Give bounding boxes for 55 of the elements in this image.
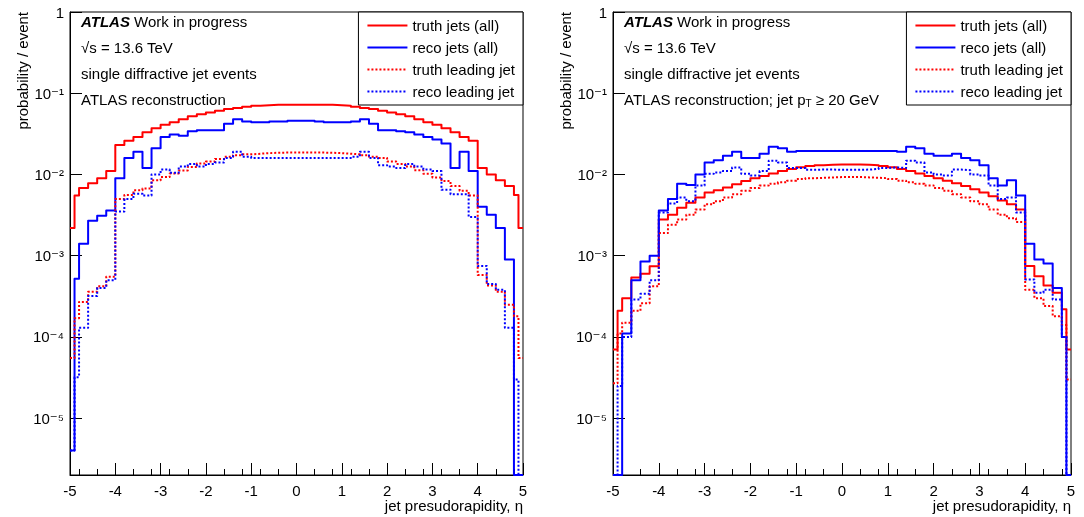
y-tick-label: 10⁻⁵: [576, 409, 607, 427]
x-axis-title: jet presudorapidity, η: [931, 497, 1071, 514]
x-tick-label: 5: [1066, 482, 1076, 499]
y-tick-label: 10⁻⁴: [32, 328, 64, 346]
legend-label: truth jets (all): [412, 17, 500, 34]
x-tick-label: 0: [837, 482, 847, 499]
x-tick-label: -4: [652, 482, 666, 499]
annotation: ATLAS: [623, 13, 673, 30]
x-tick-label: 4: [473, 482, 482, 499]
annotation: single diffractive jet events: [81, 65, 257, 82]
legend-label: truth leading jet: [960, 61, 1064, 78]
annotation: ATLAS: [80, 13, 130, 30]
y-tick-label: 10⁻¹: [34, 84, 64, 102]
legend-label: reco jets (all): [960, 39, 1047, 56]
x-tick-label: -4: [108, 482, 122, 499]
x-tick-label: 3: [975, 482, 984, 499]
x-axis-title: jet presudorapidity, η: [383, 497, 523, 514]
x-tick-label: -1: [244, 482, 258, 499]
annotation: √s = 13.6 TeV: [81, 39, 173, 56]
x-tick-label: -2: [743, 482, 758, 499]
y-tick-label: 10⁻³: [34, 247, 64, 265]
annotation: Work in progress: [129, 13, 248, 30]
x-tick-label: 0: [292, 482, 301, 499]
y-tick-label: 10⁻⁴: [575, 328, 607, 346]
annotation: single diffractive jet events: [624, 65, 800, 82]
legend-label: reco leading jet: [412, 83, 515, 100]
x-tick-label: -5: [606, 482, 620, 499]
y-tick-label: 10⁻²: [34, 165, 64, 183]
y-tick-label: 10⁻⁵: [33, 409, 64, 427]
y-tick-label: 10⁻³: [577, 247, 607, 265]
annotation: √s = 13.6 TeV: [624, 39, 716, 56]
annotation: Work in progress: [672, 13, 791, 30]
legend-label: truth jets (all): [960, 17, 1048, 34]
x-tick-label: 3: [428, 482, 437, 499]
x-tick-label: -1: [789, 482, 803, 499]
y-axis-title: probability / event: [557, 11, 574, 130]
x-tick-label: -3: [697, 482, 712, 499]
y-tick-label: 10⁻²: [577, 165, 607, 183]
y-tick-label: 10⁻¹: [577, 84, 607, 102]
y-axis-title: probability / event: [14, 11, 31, 130]
x-tick-label: -5: [63, 482, 77, 499]
x-tick-label: -2: [199, 482, 213, 499]
legend-label: reco leading jet: [960, 83, 1063, 100]
y-tick-label: 1: [55, 3, 64, 21]
x-tick-label: 4: [1021, 482, 1030, 499]
legend-label: reco jets (all): [412, 39, 499, 56]
x-tick-label: -3: [153, 482, 168, 499]
x-tick-label: 1: [337, 482, 346, 499]
x-tick-label: 2: [382, 482, 392, 499]
legend-label: truth leading jet: [412, 61, 516, 78]
x-tick-label: 1: [883, 482, 892, 499]
annotation: ATLAS reconstruction: [81, 91, 226, 108]
x-tick-label: 5: [518, 482, 528, 499]
x-tick-label: 2: [929, 482, 938, 499]
y-tick-label: 1: [598, 3, 607, 21]
